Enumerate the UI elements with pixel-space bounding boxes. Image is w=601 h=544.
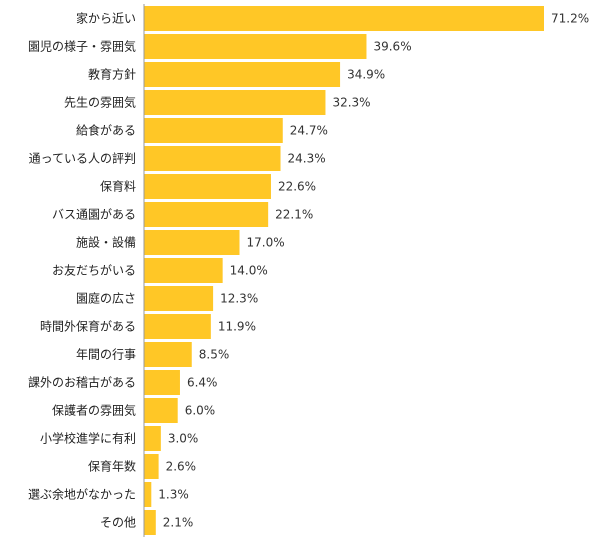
bar <box>144 6 544 31</box>
value-label: 34.9% <box>347 68 385 82</box>
category-label: バス通園がある <box>52 207 136 222</box>
category-label: 選ぶ余地がなかった <box>28 487 136 502</box>
bar <box>144 426 161 451</box>
value-label: 1.3% <box>158 488 189 502</box>
category-label: 家から近い <box>76 11 136 26</box>
category-label: 給食がある <box>76 123 136 138</box>
category-label: 保護者の雰囲気 <box>52 403 136 418</box>
category-label: 通っている人の評判 <box>29 151 136 166</box>
bar <box>144 118 283 143</box>
value-label: 71.2% <box>551 12 589 26</box>
bar <box>144 34 367 59</box>
bar <box>144 454 159 479</box>
bar <box>144 90 326 115</box>
category-label: 年間の行事 <box>76 348 136 362</box>
category-label: 園庭の広さ <box>76 291 136 306</box>
value-label: 39.6% <box>373 40 411 54</box>
category-label: 園児の様子・雰囲気 <box>28 39 136 54</box>
bar <box>144 510 156 535</box>
category-label: 施設・設備 <box>76 235 136 250</box>
value-label: 22.1% <box>275 208 313 222</box>
bar <box>144 314 211 339</box>
value-label: 22.6% <box>278 180 316 194</box>
value-label: 24.7% <box>290 124 328 138</box>
value-label: 3.0% <box>168 432 199 446</box>
category-label: 小学校進学に有利 <box>40 431 136 446</box>
value-label: 24.3% <box>288 152 326 166</box>
value-label: 11.9% <box>218 320 256 334</box>
value-label: 2.1% <box>163 516 194 530</box>
value-label: 2.6% <box>166 460 197 474</box>
category-label: 先生の雰囲気 <box>64 95 136 110</box>
category-label: その他 <box>100 516 136 530</box>
value-label: 6.4% <box>187 376 218 390</box>
bar <box>144 202 269 227</box>
bars-group <box>144 6 544 535</box>
bar <box>144 62 341 87</box>
bar <box>144 146 281 171</box>
category-label: 保育料 <box>100 179 136 194</box>
value-label: 6.0% <box>185 404 216 418</box>
bar <box>144 398 178 423</box>
bar <box>144 230 240 255</box>
category-label: 課外のお稽古がある <box>28 375 136 390</box>
category-label: 時間外保育がある <box>40 319 136 334</box>
bar <box>144 342 192 367</box>
category-label: 保育年数 <box>88 459 136 474</box>
value-label: 12.3% <box>220 292 258 306</box>
value-labels-group: 71.2% 39.6% 34.9% 32.3% 24.7% 24.3% 22.6% 22.1%… <box>158 12 589 530</box>
bar <box>144 258 223 283</box>
value-label: 14.0% <box>230 264 268 278</box>
category-labels-group: 家から近い園児の様子・雰囲気教育方針先生の雰囲気給食がある通っている人の評判保育… <box>28 11 136 530</box>
bar <box>144 370 180 395</box>
category-label: 教育方針 <box>88 67 136 82</box>
value-label: 17.0% <box>247 236 285 250</box>
value-label: 32.3% <box>332 96 370 110</box>
bar <box>144 482 152 507</box>
bar <box>144 174 271 199</box>
category-label: お友だちがいる <box>52 263 136 278</box>
bar <box>144 286 214 311</box>
value-label: 8.5% <box>199 348 230 362</box>
